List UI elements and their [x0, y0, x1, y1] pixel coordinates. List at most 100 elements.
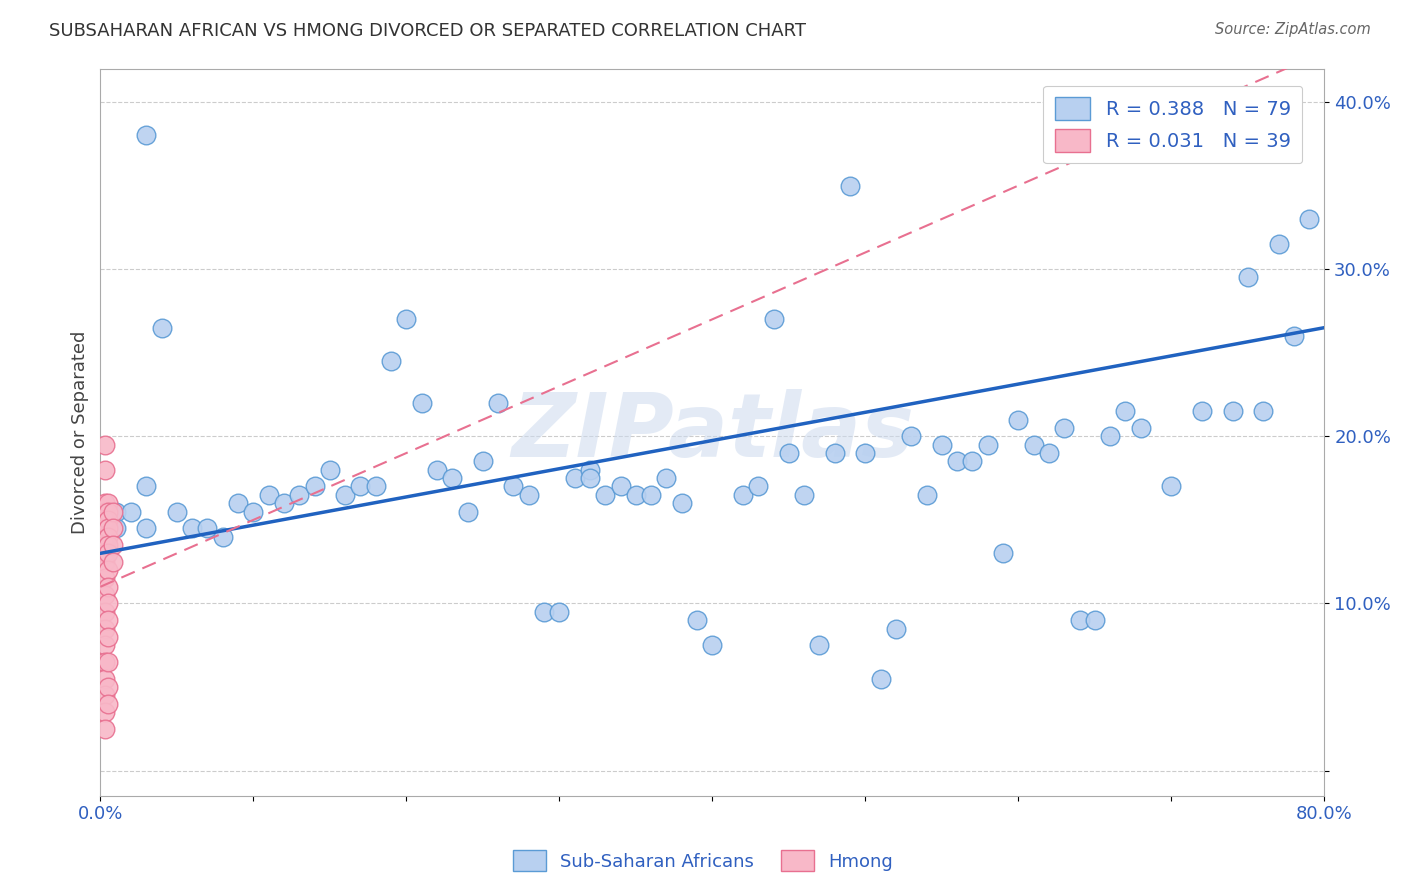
Point [426, 463, 449, 477]
Point [97, 680, 120, 694]
Point [94, 571, 117, 585]
Point [1222, 404, 1244, 418]
Point [94, 605, 117, 619]
Point [97, 697, 120, 711]
Point [457, 504, 479, 518]
Point [1022, 438, 1045, 452]
Point [101, 504, 124, 518]
Point [900, 429, 922, 443]
Point [411, 396, 433, 410]
Point [94, 538, 117, 552]
Point [579, 463, 602, 477]
Point [1007, 412, 1029, 426]
Point [104, 504, 127, 518]
Point [593, 488, 616, 502]
Point [101, 521, 124, 535]
Point [97, 655, 120, 669]
Point [517, 488, 540, 502]
Point [824, 446, 846, 460]
Point [166, 504, 188, 518]
Point [962, 454, 984, 468]
Point [884, 622, 907, 636]
Point [94, 588, 117, 602]
Point [671, 496, 693, 510]
Point [655, 471, 678, 485]
Point [1099, 429, 1122, 443]
Point [793, 488, 815, 502]
Point [211, 530, 233, 544]
Point [101, 538, 124, 552]
Point [1282, 329, 1305, 343]
Point [624, 488, 647, 502]
Point [1251, 404, 1274, 418]
Point [579, 471, 602, 485]
Point [94, 546, 117, 560]
Point [762, 312, 785, 326]
Point [94, 622, 117, 636]
Point [94, 530, 117, 544]
Text: Source: ZipAtlas.com: Source: ZipAtlas.com [1215, 22, 1371, 37]
Point [977, 438, 1000, 452]
Point [97, 597, 120, 611]
Point [94, 513, 117, 527]
Point [97, 538, 120, 552]
Legend: R = 0.388   N = 79, R = 0.031   N = 39: R = 0.388 N = 79, R = 0.031 N = 39 [1043, 86, 1302, 163]
Point [640, 488, 662, 502]
Point [931, 438, 953, 452]
Point [349, 479, 371, 493]
Point [333, 488, 356, 502]
Point [564, 471, 586, 485]
Point [1237, 270, 1260, 285]
Point [135, 479, 157, 493]
Point [1069, 613, 1091, 627]
Legend: Sub-Saharan Africans, Hmong: Sub-Saharan Africans, Hmong [506, 843, 900, 879]
Point [778, 446, 800, 460]
Point [97, 580, 120, 594]
Point [97, 546, 120, 560]
Point [257, 488, 280, 502]
Point [441, 471, 464, 485]
Point [731, 488, 754, 502]
Point [94, 504, 117, 518]
Point [1053, 421, 1076, 435]
Point [486, 396, 509, 410]
Y-axis label: Divorced or Separated: Divorced or Separated [72, 330, 89, 533]
Point [197, 521, 219, 535]
Point [1160, 479, 1182, 493]
Point [747, 479, 769, 493]
Point [702, 638, 724, 652]
Point [94, 722, 117, 736]
Point [1267, 237, 1289, 252]
Point [94, 672, 117, 686]
Point [135, 128, 157, 143]
Point [94, 638, 117, 652]
Point [242, 504, 264, 518]
Point [1191, 404, 1213, 418]
Point [94, 655, 117, 669]
Point [288, 488, 311, 502]
Point [97, 530, 120, 544]
Point [1038, 446, 1060, 460]
Point [380, 354, 402, 368]
Point [181, 521, 204, 535]
Point [839, 178, 862, 193]
Point [609, 479, 631, 493]
Point [97, 521, 120, 535]
Point [1129, 421, 1152, 435]
Point [1298, 211, 1320, 226]
Point [395, 312, 418, 326]
Point [869, 672, 891, 686]
Text: ZIPatlas: ZIPatlas [510, 389, 914, 475]
Point [686, 613, 709, 627]
Point [120, 504, 142, 518]
Point [226, 496, 249, 510]
Point [808, 638, 831, 652]
Point [97, 563, 120, 577]
Point [94, 463, 117, 477]
Point [915, 488, 938, 502]
Point [853, 446, 876, 460]
Point [94, 438, 117, 452]
Point [991, 546, 1014, 560]
Point [97, 630, 120, 644]
Point [502, 479, 524, 493]
